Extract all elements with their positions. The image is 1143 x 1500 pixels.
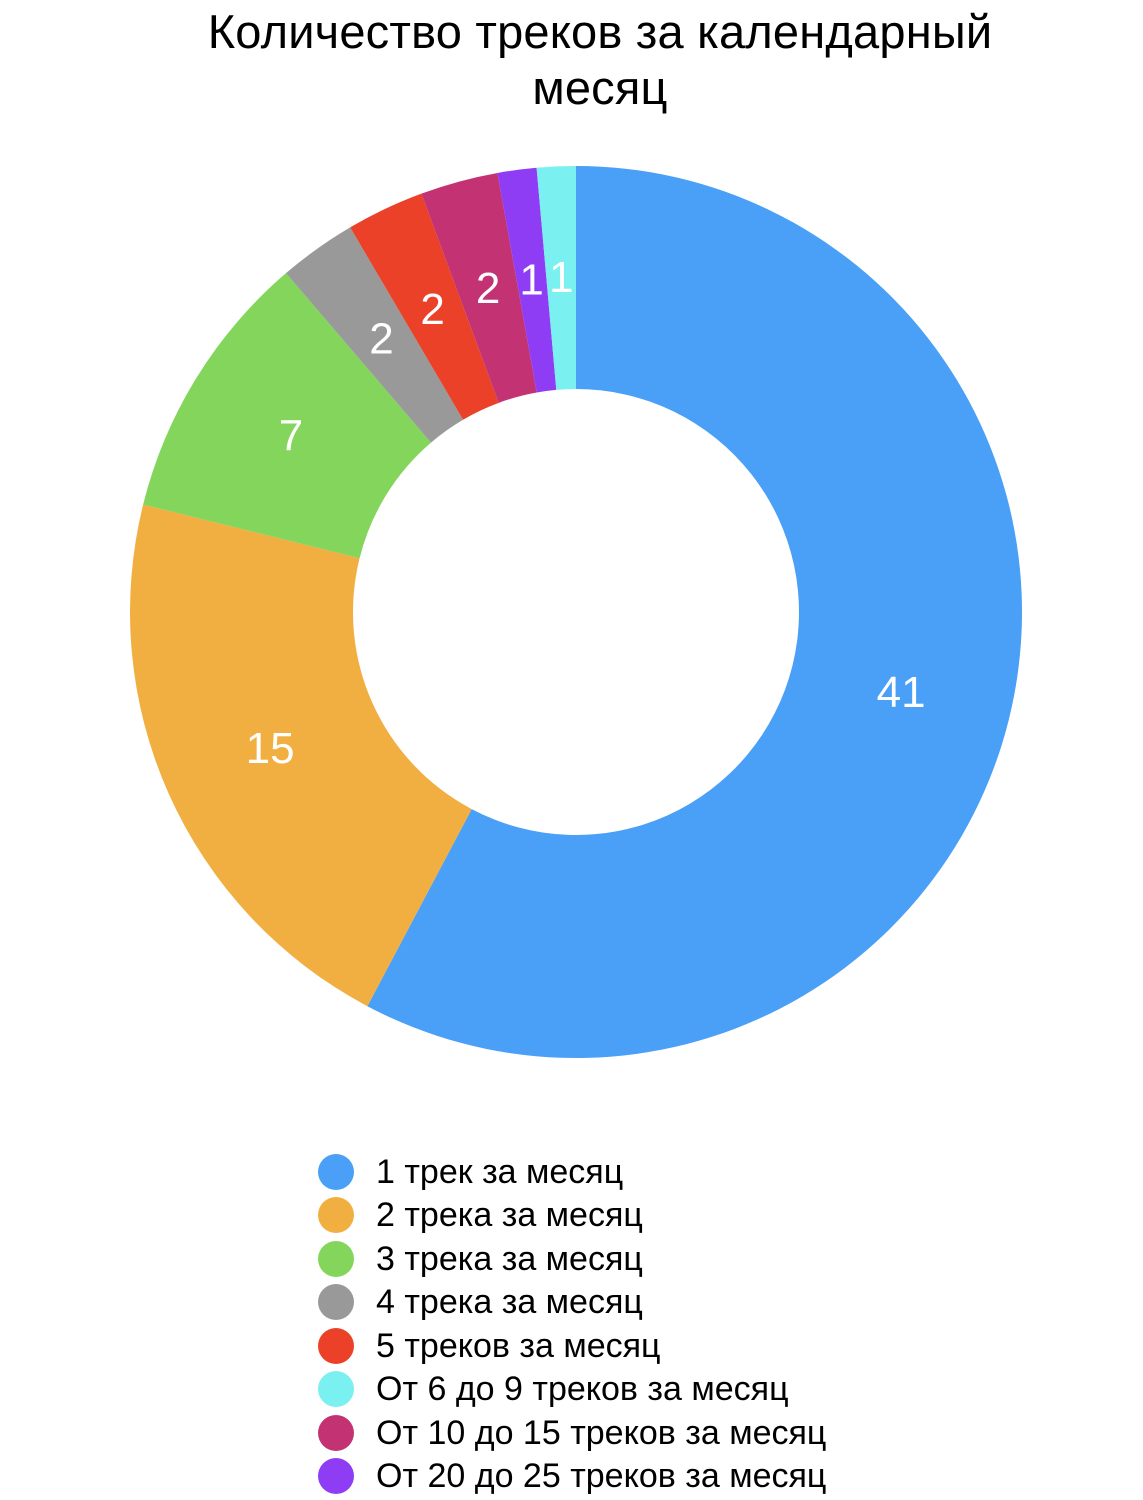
legend-label-5: 5 треков за месяц bbox=[376, 1326, 661, 1365]
chart-title: Количество треков за календарный месяц bbox=[150, 4, 1050, 116]
legend-label-1: 1 трек за месяц bbox=[376, 1152, 624, 1191]
legend-swatch-1 bbox=[318, 1153, 354, 1190]
donut-slice-4 bbox=[285, 227, 464, 443]
legend-label-2: 2 трека за месяц bbox=[376, 1196, 643, 1235]
donut-slice-3 bbox=[143, 273, 431, 559]
legend-swatch-8 bbox=[318, 1458, 354, 1495]
legend-label-8: От 20 до 25 треков за месяц bbox=[376, 1457, 827, 1496]
legend-swatch-2 bbox=[318, 1197, 354, 1234]
legend-label-6: От 6 до 9 треков за месяц bbox=[376, 1370, 789, 1409]
legend-swatch-4 bbox=[318, 1284, 354, 1321]
legend-item-6: От 6 до 9 треков за месяц bbox=[318, 1368, 826, 1412]
donut-slice-5 bbox=[350, 193, 499, 420]
legend-item-1: 1 трек за месяц bbox=[318, 1150, 826, 1194]
legend-swatch-6 bbox=[318, 1371, 354, 1408]
donut-slice-2 bbox=[129, 504, 472, 1007]
legend-label-4: 4 трека за месяц bbox=[376, 1283, 643, 1322]
legend-item-3: 3 трека за месяц bbox=[318, 1237, 826, 1281]
donut-slice-1 bbox=[367, 166, 1022, 1058]
legend-swatch-3 bbox=[318, 1240, 354, 1277]
slice-value-label-8: 1 bbox=[549, 253, 573, 302]
legend-item-5: 5 треков за месяц bbox=[318, 1324, 826, 1368]
chart-title-line-2: месяц bbox=[532, 61, 668, 114]
donut-slice-6 bbox=[421, 172, 537, 403]
legend-item-4: 4 трека за месяц bbox=[318, 1281, 826, 1325]
slice-value-label-2: 15 bbox=[246, 724, 295, 773]
legend-item-2: 2 трека за месяц bbox=[318, 1194, 826, 1238]
slice-value-label-6: 2 bbox=[476, 264, 500, 313]
chart-title-line-1: Количество треков за календарный bbox=[207, 5, 993, 58]
slice-value-label-4: 2 bbox=[369, 315, 393, 364]
slice-value-label-7: 1 bbox=[519, 255, 543, 304]
legend-item-8: От 20 до 25 треков за месяц bbox=[318, 1455, 826, 1499]
legend-label-7: От 10 до 15 треков за месяц bbox=[376, 1413, 827, 1452]
donut-slices bbox=[129, 166, 1022, 1058]
chart-legend: 1 трек за месяц 2 трека за месяц 3 трека з… bbox=[318, 1150, 826, 1498]
slice-value-label-3: 7 bbox=[279, 412, 303, 461]
legend-item-7: От 10 до 15 треков за месяц bbox=[318, 1411, 826, 1455]
donut-slice-7 bbox=[497, 167, 557, 393]
legend-label-3: 3 трека за месяц bbox=[376, 1239, 643, 1278]
slice-value-label-1: 41 bbox=[877, 668, 926, 717]
donut-slice-8 bbox=[536, 166, 576, 390]
slice-value-label-5: 2 bbox=[420, 285, 444, 334]
legend-swatch-5 bbox=[318, 1327, 354, 1364]
legend-swatch-7 bbox=[318, 1414, 354, 1451]
